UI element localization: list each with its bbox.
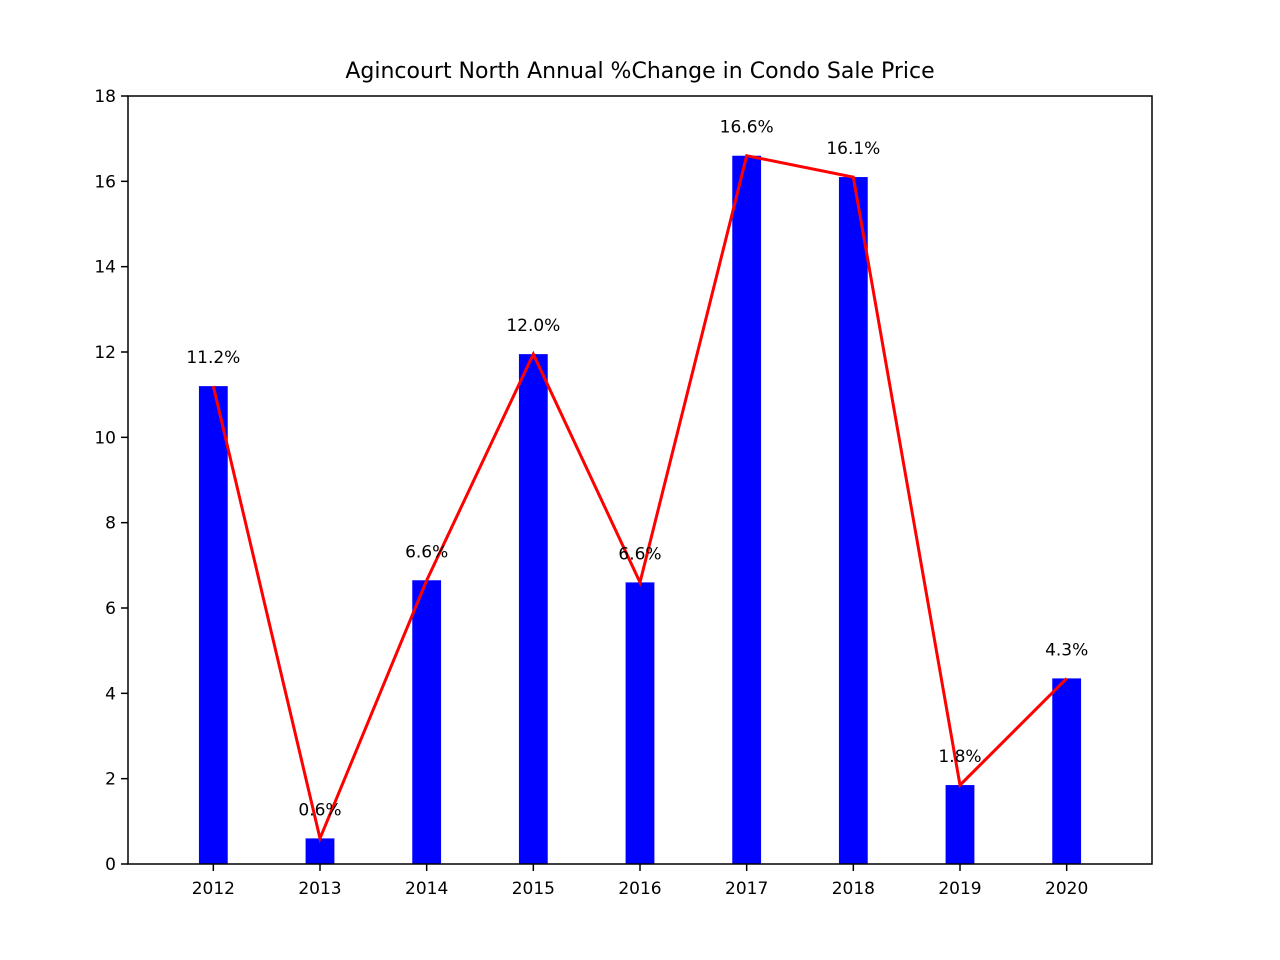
y-tick-label: 16 bbox=[94, 172, 116, 192]
x-tick-label: 2020 bbox=[1045, 879, 1088, 899]
data-label-2014: 6.6% bbox=[405, 542, 448, 562]
bar-2018 bbox=[838, 177, 868, 865]
y-tick-label: 2 bbox=[105, 770, 116, 790]
chart-title: Agincourt North Annual %Change in Condo … bbox=[345, 59, 934, 84]
bar-2014 bbox=[412, 580, 442, 864]
y-tick-label: 8 bbox=[105, 514, 116, 534]
y-tick-label: 4 bbox=[105, 684, 116, 704]
y-tick-label: 10 bbox=[94, 428, 116, 448]
x-tick-label: 2012 bbox=[192, 879, 235, 899]
bars-group bbox=[198, 155, 1082, 865]
bar-2012 bbox=[198, 386, 228, 864]
x-tick-label: 2015 bbox=[512, 879, 555, 899]
x-tick-label: 2018 bbox=[832, 879, 875, 899]
x-axis: 2012 2013 2014 2015 2016 2017 2018 2019 2020 bbox=[192, 864, 1088, 899]
data-label-2020: 4.3% bbox=[1045, 640, 1088, 660]
data-label-2018: 16.1% bbox=[826, 139, 880, 159]
data-label-2016: 6.6% bbox=[618, 544, 661, 564]
data-label-2012: 11.2% bbox=[186, 348, 240, 368]
data-label-2019: 1.8% bbox=[938, 747, 981, 767]
y-tick-label: 18 bbox=[94, 87, 116, 107]
y-tick-label: 14 bbox=[94, 258, 116, 278]
bar-2016 bbox=[625, 582, 655, 864]
data-labels-group: 11.2% 0.6% 6.6% 12.0% 6.6% 16.6% 16.1% 1.8% 4.3% bbox=[186, 118, 1088, 821]
x-tick-label: 2016 bbox=[618, 879, 661, 899]
bar-2017 bbox=[732, 155, 762, 864]
bar-2015 bbox=[518, 354, 548, 864]
trend-line bbox=[211, 153, 1068, 844]
data-label-2017: 16.6% bbox=[720, 118, 774, 138]
y-tick-label: 0 bbox=[105, 855, 116, 875]
bar-2019 bbox=[945, 785, 975, 864]
trend-line-group bbox=[211, 153, 1068, 844]
x-tick-label: 2019 bbox=[938, 879, 981, 899]
y-tick-label: 12 bbox=[94, 343, 116, 363]
data-label-2013: 0.6% bbox=[298, 800, 341, 820]
y-tick-label: 6 bbox=[105, 599, 116, 619]
y-axis: 0 2 4 6 8 10 12 14 16 18 bbox=[94, 87, 128, 875]
x-tick-label: 2014 bbox=[405, 879, 448, 899]
bar-2013 bbox=[305, 838, 335, 864]
data-label-2015: 12.0% bbox=[506, 316, 560, 336]
bar-2020 bbox=[1052, 678, 1082, 864]
x-tick-label: 2017 bbox=[725, 879, 768, 899]
x-tick-label: 2013 bbox=[298, 879, 341, 899]
